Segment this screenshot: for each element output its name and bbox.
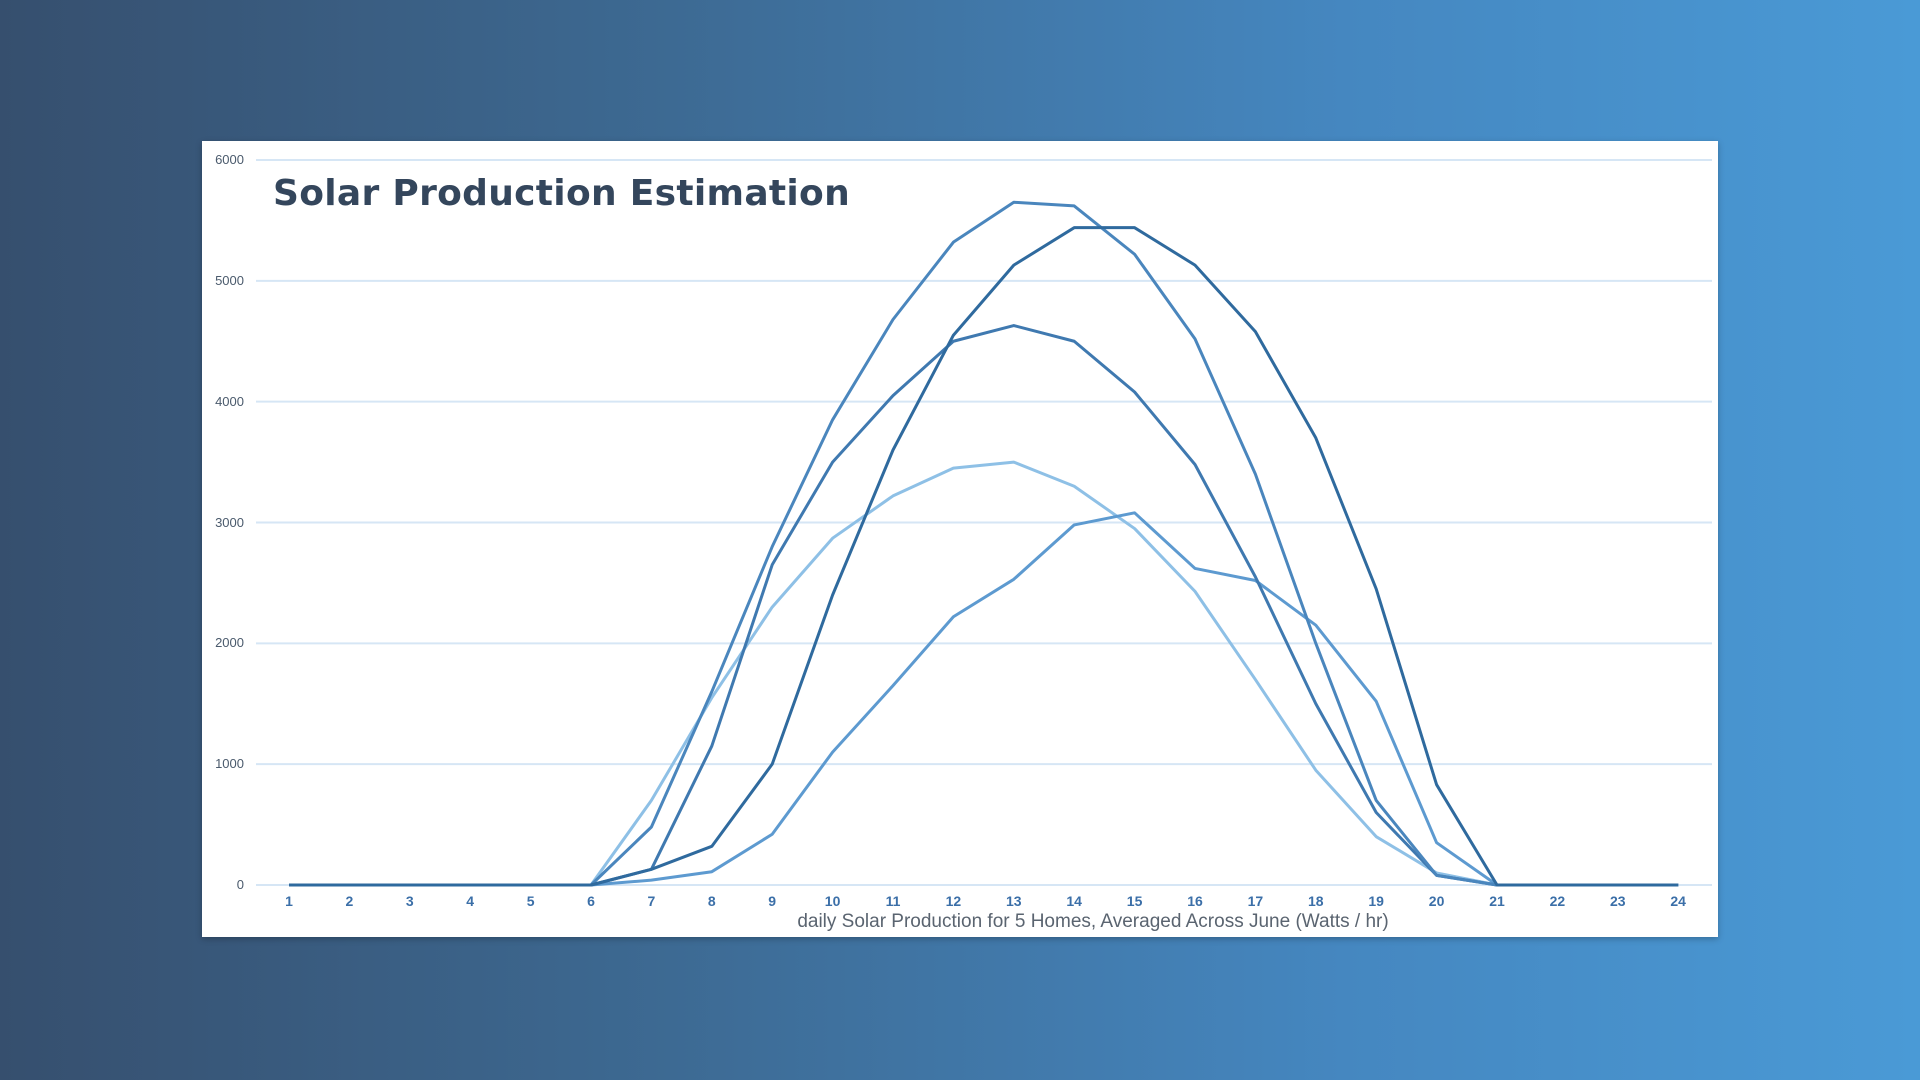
x-tick-label: 23: [1610, 893, 1626, 909]
x-tick-label: 21: [1489, 893, 1505, 909]
x-tick-label: 22: [1549, 893, 1566, 909]
x-tick-label: 9: [768, 893, 777, 909]
y-tick-label: 1000: [215, 756, 244, 772]
y-tick-label: 2000: [215, 635, 244, 651]
x-tick-label: 1: [285, 893, 293, 909]
series-line-3: [289, 324, 1679, 887]
x-tick-label: 20: [1428, 893, 1445, 909]
x-tick-label: 10: [824, 893, 841, 909]
x-tick-label: 2: [345, 893, 354, 909]
line-chart: [256, 159, 1712, 887]
x-tick-label: 18: [1308, 893, 1324, 909]
chart-title: Solar Production Estimation: [273, 173, 851, 214]
series-line-1: [289, 226, 1679, 887]
x-tick-label: 8: [707, 893, 716, 909]
x-tick-label: 4: [466, 893, 475, 909]
x-tick-label: 11: [885, 893, 901, 909]
x-tick-label: 13: [1006, 893, 1022, 909]
series-line-5: [289, 511, 1679, 887]
series-line-2: [289, 200, 1679, 887]
x-tick-label: 3: [405, 893, 414, 909]
x-tick-label: 6: [587, 893, 595, 909]
x-tick-label: 5: [526, 893, 535, 909]
y-tick-label: 0: [236, 877, 244, 892]
x-tick-label: 17: [1247, 893, 1264, 909]
x-tick-label: 16: [1187, 893, 1203, 909]
y-tick-label: 5000: [215, 272, 244, 288]
series-line-4: [289, 460, 1679, 887]
x-tick-label: 12: [945, 893, 962, 909]
chart-panel: Solar Production Estimation 0 1000 2000 300…: [202, 141, 1718, 937]
y-tick-label: 6000: [215, 152, 244, 167]
x-tick-label: 14: [1066, 893, 1082, 909]
x-tick-label: 15: [1126, 893, 1143, 909]
x-tick-label: 19: [1368, 893, 1384, 909]
y-tick-label: 4000: [215, 393, 244, 409]
x-tick-label: 24: [1670, 893, 1686, 909]
y-tick-label: 3000: [215, 514, 244, 530]
x-axis-label: daily Solar Production for 5 Homes, Aver…: [797, 911, 1389, 932]
x-tick-label: 7: [647, 893, 656, 909]
